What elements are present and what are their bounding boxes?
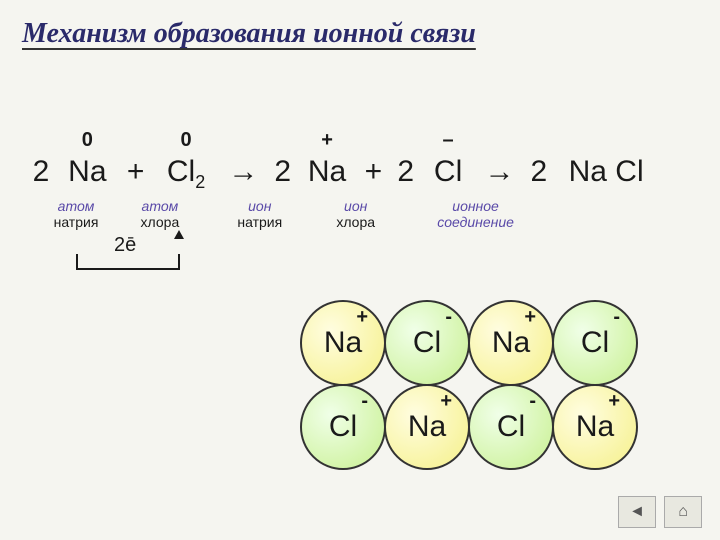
label-compound-bot: соединение (426, 214, 526, 230)
arrow-up-icon (174, 230, 184, 239)
label-na-ion-top: ион (228, 198, 292, 214)
arrow-2: → (479, 155, 519, 189)
label-na-ion: ион натрия (228, 198, 292, 230)
label-compound-top: ионное (426, 198, 526, 214)
na-atom: 0 Na (60, 155, 114, 189)
cl2-symbol: Cl (167, 155, 195, 188)
arrow-1: → (223, 155, 263, 189)
ion-charge: - (361, 390, 368, 413)
label-cl-atom-top: атом (130, 198, 190, 214)
ion-symbol: Na (576, 410, 614, 444)
label-na-atom-top: атом (44, 198, 108, 214)
na-atom-charge: 0 (82, 129, 93, 152)
coef-1: 2 (30, 155, 52, 189)
cl-ion-sphere: -Cl (300, 384, 386, 470)
ion-charge: + (608, 390, 620, 413)
nav-home-button[interactable]: ⌂ (664, 496, 702, 528)
plus-1: + (123, 155, 149, 189)
cl2-molecule: 0 Cl2 (157, 155, 215, 193)
page-title: Механизм образования ионной связи (0, 0, 720, 50)
na-ion-charge: + (321, 129, 333, 152)
label-cl-ion: ион хлора (326, 198, 386, 230)
ion-charge: - (445, 306, 452, 329)
ion-charge: - (529, 390, 536, 413)
bracket-line (76, 254, 180, 270)
label-na-atom-bot: натрия (44, 214, 108, 230)
ion-charge: - (613, 306, 620, 329)
label-cl-ion-bot: хлора (326, 214, 386, 230)
cl-ion: – Cl (425, 155, 471, 189)
label-na-ion-bot: натрия (228, 214, 292, 230)
label-na-atom: атом натрия (44, 198, 108, 230)
label-cl-atom-bot: хлора (130, 214, 190, 230)
ion-charge: + (356, 306, 368, 329)
ion-symbol: Na (324, 326, 362, 360)
na-ion-sphere: +Na (552, 384, 638, 470)
label-cl-ion-top: ион (326, 198, 386, 214)
nav-controls: ◄ ⌂ (618, 496, 702, 528)
na1-symbol: Na (68, 155, 106, 188)
ion-symbol: Cl (329, 410, 357, 444)
ion-charge: + (440, 390, 452, 413)
coef-3: 2 (395, 155, 417, 189)
na-ion: + Na (302, 155, 352, 189)
coef-4: 2 (528, 155, 550, 189)
electron-transfer-bracket: 2ē (76, 240, 186, 270)
ion-charge: + (524, 306, 536, 329)
cl-ion-charge: – (443, 129, 454, 152)
cl-ion-sphere: -Cl (552, 300, 638, 386)
na-ion-sphere: +Na (468, 300, 554, 386)
plus-2: + (360, 155, 386, 189)
label-row: атом натрия атом хлора ион натрия ион хл… (30, 198, 526, 230)
ion-symbol: Cl (497, 410, 525, 444)
label-cl-atom: атом хлора (130, 198, 190, 230)
nav-back-button[interactable]: ◄ (618, 496, 656, 528)
equation-row: 2 0 Na + 0 Cl2 → 2 + Na + 2 – Cl → 2 Na … (30, 155, 654, 193)
ion-symbol: Cl (413, 326, 441, 360)
cl-ion-sphere: -Cl (468, 384, 554, 470)
coef-2: 2 (272, 155, 294, 189)
label-compound: ионное соединение (426, 198, 526, 230)
ion-symbol: Cl (581, 326, 609, 360)
cl3-symbol: Cl (434, 155, 462, 188)
cl2-charge: 0 (180, 129, 191, 152)
cl2-subscript: 2 (195, 172, 205, 192)
na-ion-sphere: +Na (300, 300, 386, 386)
ion-symbol: Na (492, 326, 530, 360)
ion-symbol: Na (408, 410, 446, 444)
na2-symbol: Na (308, 155, 346, 188)
cl-ion-sphere: -Cl (384, 300, 470, 386)
nacl-compound: Na Cl (558, 155, 654, 189)
na-ion-sphere: +Na (384, 384, 470, 470)
